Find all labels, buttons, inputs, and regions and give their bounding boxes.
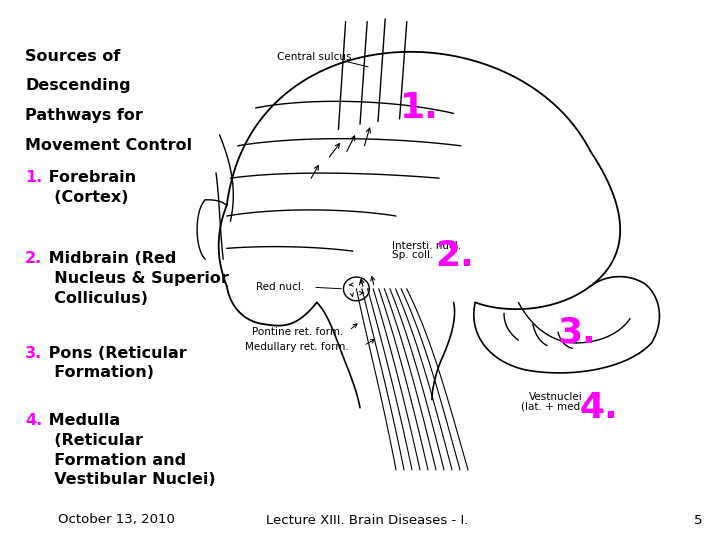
Text: 2.: 2. xyxy=(436,240,474,273)
Text: (lat. + med.): (lat. + med.) xyxy=(521,402,587,411)
Text: 5: 5 xyxy=(693,514,702,526)
Text: Descending: Descending xyxy=(25,78,131,93)
Text: 1.: 1. xyxy=(25,170,42,185)
Text: Pons (Reticular
  Formation): Pons (Reticular Formation) xyxy=(43,346,187,380)
Text: 2.: 2. xyxy=(25,251,42,266)
Text: Central sulcus: Central sulcus xyxy=(277,52,351,62)
Text: 4.: 4. xyxy=(580,391,618,424)
Text: Intersti. nucl.: Intersti. nucl. xyxy=(392,241,462,251)
Text: 3.: 3. xyxy=(558,315,597,349)
Text: Vestnuclei: Vestnuclei xyxy=(529,392,583,402)
Text: Red nucl.: Red nucl. xyxy=(256,282,304,292)
Text: October 13, 2010: October 13, 2010 xyxy=(58,514,174,526)
Text: Midbrain (Red
  Nucleus & Superior
  Colliculus): Midbrain (Red Nucleus & Superior Collicu… xyxy=(43,251,229,306)
Text: Lecture XIII. Brain Diseases - I.: Lecture XIII. Brain Diseases - I. xyxy=(266,514,469,526)
Text: Forebrain
  (Cortex): Forebrain (Cortex) xyxy=(43,170,136,205)
Text: 3.: 3. xyxy=(25,346,42,361)
Text: Movement Control: Movement Control xyxy=(25,138,192,153)
Text: Pathways for: Pathways for xyxy=(25,108,143,123)
Text: Sources of: Sources of xyxy=(25,49,120,64)
Text: Medulla
  (Reticular
  Formation and
  Vestibular Nuclei): Medulla (Reticular Formation and Vestibu… xyxy=(43,413,216,488)
Text: Sp. coll.: Sp. coll. xyxy=(392,250,433,260)
Text: Pontine ret. form.: Pontine ret. form. xyxy=(252,327,343,337)
Text: Medullary ret. form.: Medullary ret. form. xyxy=(245,342,348,352)
Text: 1.: 1. xyxy=(400,91,438,125)
Text: 4.: 4. xyxy=(25,413,42,428)
